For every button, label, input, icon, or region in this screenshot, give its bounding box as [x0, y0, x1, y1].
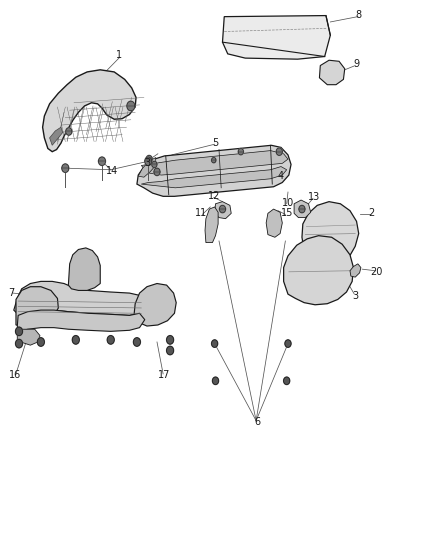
Circle shape — [127, 101, 135, 111]
Text: 11: 11 — [195, 208, 208, 219]
Circle shape — [284, 377, 290, 384]
Circle shape — [134, 338, 141, 346]
Text: 3: 3 — [144, 158, 150, 168]
Polygon shape — [223, 15, 330, 59]
Circle shape — [212, 340, 218, 348]
Text: 10: 10 — [282, 198, 294, 208]
Circle shape — [166, 336, 173, 344]
Circle shape — [299, 205, 305, 213]
Text: 7: 7 — [8, 288, 15, 298]
Circle shape — [145, 157, 152, 165]
Polygon shape — [266, 209, 283, 237]
Circle shape — [219, 205, 226, 213]
Circle shape — [15, 327, 22, 336]
Text: 14: 14 — [106, 166, 118, 176]
Polygon shape — [42, 70, 136, 152]
Text: 15: 15 — [280, 208, 293, 219]
Text: 9: 9 — [353, 60, 360, 69]
Polygon shape — [205, 207, 218, 243]
Text: 4: 4 — [278, 171, 284, 181]
Polygon shape — [49, 127, 63, 146]
Text: 6: 6 — [254, 417, 260, 427]
Polygon shape — [141, 151, 288, 175]
Polygon shape — [134, 284, 176, 326]
Text: 3: 3 — [352, 290, 358, 301]
Circle shape — [154, 168, 160, 175]
Text: 13: 13 — [308, 192, 320, 203]
Circle shape — [212, 377, 219, 384]
Polygon shape — [14, 281, 147, 316]
Circle shape — [62, 164, 69, 172]
Polygon shape — [17, 329, 40, 345]
Polygon shape — [16, 287, 58, 326]
Circle shape — [37, 338, 44, 346]
Polygon shape — [284, 236, 353, 305]
Circle shape — [15, 340, 22, 348]
Circle shape — [285, 340, 291, 348]
Text: 8: 8 — [356, 10, 362, 20]
Polygon shape — [294, 200, 311, 217]
Text: 20: 20 — [370, 267, 382, 277]
Polygon shape — [68, 248, 100, 290]
Polygon shape — [17, 310, 145, 332]
Circle shape — [276, 148, 283, 156]
Polygon shape — [319, 60, 345, 85]
Text: 16: 16 — [9, 370, 21, 381]
Text: 5: 5 — [212, 138, 219, 148]
Polygon shape — [138, 158, 155, 177]
Circle shape — [146, 156, 152, 163]
Circle shape — [212, 158, 216, 163]
Text: 17: 17 — [158, 370, 171, 381]
Polygon shape — [350, 264, 361, 277]
Circle shape — [99, 157, 106, 165]
Polygon shape — [215, 201, 231, 219]
Circle shape — [238, 149, 244, 155]
Text: 1: 1 — [117, 51, 123, 60]
Text: 2: 2 — [368, 208, 374, 219]
Circle shape — [152, 161, 157, 167]
Text: 12: 12 — [208, 191, 220, 201]
Polygon shape — [137, 146, 291, 196]
Circle shape — [166, 346, 173, 355]
Polygon shape — [302, 201, 359, 268]
Circle shape — [72, 336, 79, 344]
Circle shape — [66, 128, 72, 135]
Polygon shape — [141, 166, 287, 188]
Circle shape — [107, 336, 114, 344]
